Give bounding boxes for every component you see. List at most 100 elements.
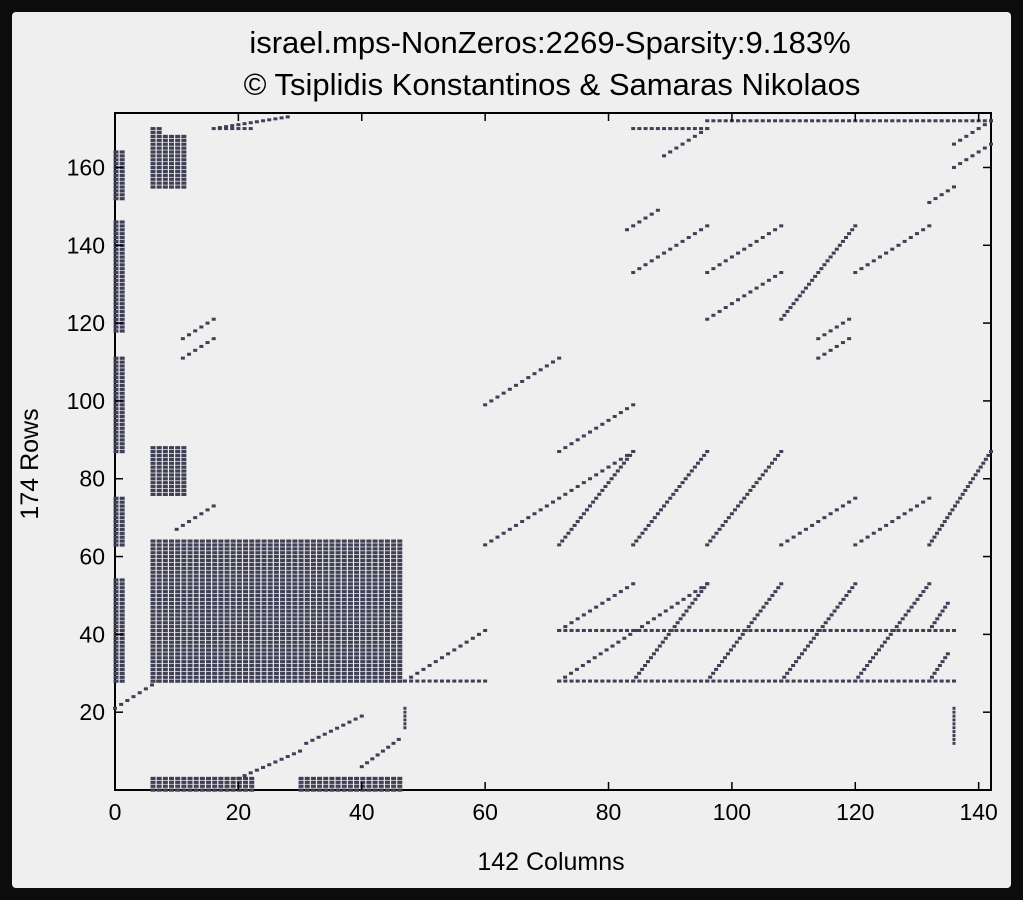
nonzero-marker <box>261 765 266 769</box>
nonzero-marker <box>113 259 119 263</box>
nonzero-marker <box>162 613 168 617</box>
nonzero-marker <box>347 675 353 679</box>
nonzero-marker <box>981 461 986 465</box>
nonzero-marker <box>764 601 769 605</box>
nonzero-marker <box>347 574 353 578</box>
nonzero-marker <box>150 675 156 679</box>
nonzero-marker <box>859 539 864 543</box>
nonzero-marker <box>791 663 796 667</box>
nonzero-marker <box>982 119 987 123</box>
nonzero-marker <box>310 547 316 551</box>
nonzero-marker <box>156 473 162 477</box>
nonzero-marker <box>119 656 125 660</box>
nonzero-marker <box>292 644 298 648</box>
nonzero-marker <box>181 667 187 672</box>
nonzero-marker <box>575 628 580 632</box>
nonzero-marker <box>273 539 279 543</box>
nonzero-marker <box>681 613 686 617</box>
nonzero-marker <box>169 578 175 582</box>
nonzero-marker <box>243 551 249 555</box>
nonzero-marker <box>347 601 353 605</box>
nonzero-marker <box>193 597 199 602</box>
nonzero-marker <box>600 628 605 632</box>
nonzero-marker <box>877 527 882 531</box>
nonzero-marker <box>199 632 205 637</box>
nonzero-marker <box>224 586 230 590</box>
nonzero-marker <box>175 679 181 683</box>
nonzero-marker <box>169 660 175 664</box>
nonzero-marker <box>169 469 175 473</box>
nonzero-marker <box>951 679 956 683</box>
nonzero-marker <box>699 679 704 683</box>
nonzero-marker <box>754 481 759 485</box>
nonzero-marker <box>206 671 212 675</box>
diagonal-run <box>113 679 161 710</box>
nonzero-marker <box>876 648 881 652</box>
nonzero-marker <box>286 617 292 621</box>
nonzero-marker <box>286 636 292 640</box>
nonzero-marker <box>940 660 945 664</box>
nonzero-marker <box>162 146 168 150</box>
nonzero-marker <box>224 660 230 664</box>
nonzero-marker <box>181 539 187 543</box>
nonzero-marker <box>810 628 815 632</box>
nonzero-marker <box>391 601 397 605</box>
nonzero-marker <box>329 566 335 570</box>
nonzero-marker <box>175 555 181 559</box>
nonzero-marker <box>156 601 162 605</box>
nonzero-marker <box>218 784 224 788</box>
nonzero-marker <box>742 628 747 632</box>
nonzero-marker <box>366 574 372 578</box>
nonzero-marker <box>970 119 975 123</box>
nonzero-marker <box>711 679 716 683</box>
nonzero-marker <box>335 652 341 656</box>
nonzero-marker <box>662 154 667 158</box>
nonzero-marker <box>797 656 802 660</box>
nonzero-marker <box>649 212 654 216</box>
nonzero-marker <box>119 663 125 668</box>
nonzero-marker <box>929 539 934 543</box>
nonzero-marker <box>156 570 162 574</box>
nonzero-marker <box>391 780 397 784</box>
nonzero-marker <box>384 582 390 586</box>
nonzero-marker <box>150 590 156 594</box>
nonzero-marker <box>261 652 267 656</box>
nonzero-marker <box>292 605 298 609</box>
nonzero-marker <box>169 146 175 150</box>
nonzero-marker <box>212 640 218 644</box>
nonzero-marker <box>169 473 175 477</box>
nonzero-marker <box>119 590 125 594</box>
nonzero-marker <box>354 780 360 784</box>
nonzero-marker <box>280 555 286 559</box>
nonzero-marker <box>384 543 390 547</box>
nonzero-marker <box>150 465 156 469</box>
nonzero-marker <box>526 376 531 380</box>
nonzero-marker <box>397 597 403 602</box>
nonzero-marker <box>347 555 353 559</box>
nonzero-marker <box>243 574 249 578</box>
nonzero-marker <box>378 566 384 570</box>
nonzero-marker <box>218 593 224 598</box>
nonzero-marker <box>261 671 267 675</box>
nonzero-marker <box>366 555 372 559</box>
nonzero-marker <box>335 574 341 578</box>
nonzero-marker <box>384 679 390 683</box>
nonzero-marker <box>199 671 205 675</box>
nonzero-marker <box>310 671 316 675</box>
nonzero-marker <box>847 590 852 594</box>
nonzero-marker <box>255 582 261 586</box>
nonzero-marker <box>329 609 335 613</box>
nonzero-marker <box>569 628 574 632</box>
nonzero-marker <box>501 391 506 395</box>
nonzero-marker <box>169 154 175 158</box>
nonzero-marker <box>317 551 323 555</box>
nonzero-marker <box>218 621 224 625</box>
nonzero-marker <box>347 621 353 625</box>
nonzero-marker <box>594 496 599 500</box>
nonzero-marker <box>249 558 255 563</box>
nonzero-marker <box>292 613 298 617</box>
nonzero-marker <box>249 628 255 633</box>
nonzero-marker <box>181 169 187 174</box>
nonzero-marker <box>193 516 198 520</box>
nonzero-marker <box>224 539 230 543</box>
